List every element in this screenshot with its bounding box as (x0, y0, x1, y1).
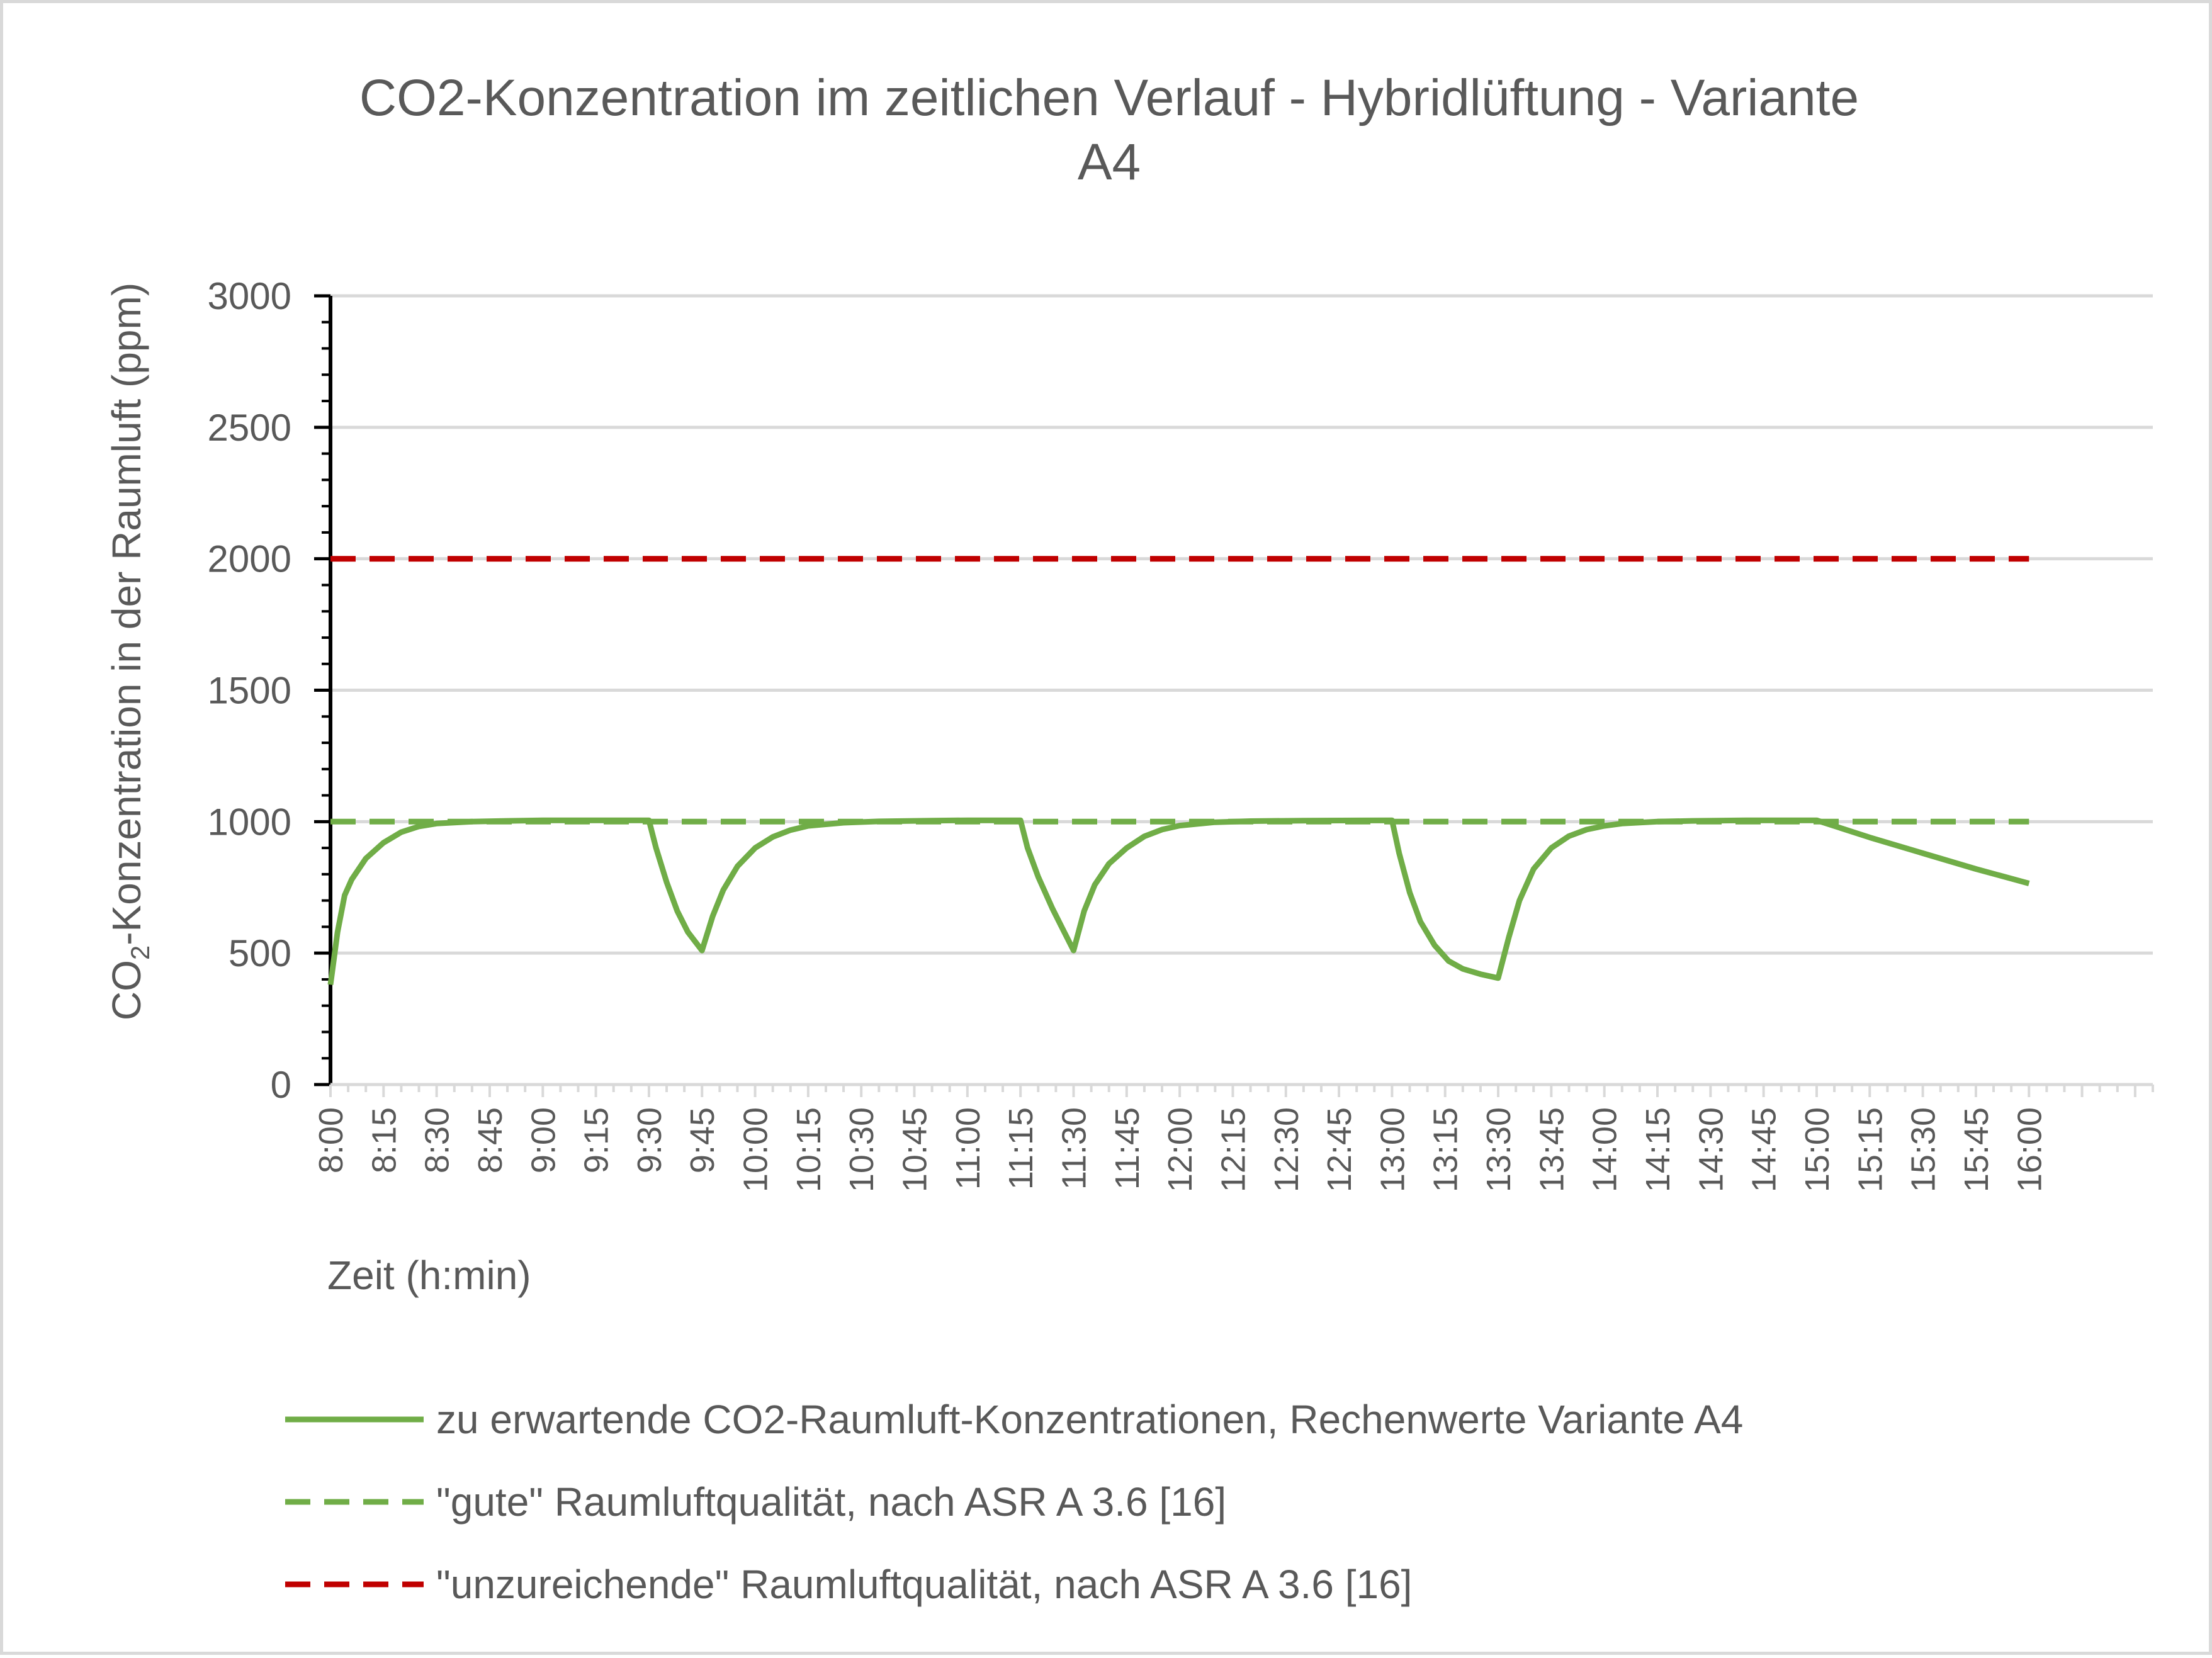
x-tick-label-13:00: 13:00 (1374, 1107, 1411, 1192)
x-tick-label-13:45: 13:45 (1533, 1107, 1571, 1192)
x-tick-label-8:00: 8:00 (312, 1107, 350, 1173)
x-tick-label-16:00: 16:00 (2011, 1107, 2048, 1192)
y-tick-label-1500: 1500 (208, 670, 291, 712)
x-tick-label-14:45: 14:45 (1746, 1107, 1783, 1192)
chart-svg: CO2-Konzentration im zeitlichen Verlauf … (104, 69, 2154, 1607)
x-tick-label-10:15: 10:15 (790, 1107, 828, 1192)
y-axis-label-rest: -Konzentration in der Raumluft (ppm) (104, 283, 149, 945)
x-tick-label-9:30: 9:30 (631, 1107, 669, 1173)
y-tick-label-2000: 2000 (208, 538, 291, 580)
x-tick-label-14:00: 14:00 (1586, 1107, 1624, 1192)
y-tick-label-1000: 1000 (208, 801, 291, 843)
legend-label-0: zu erwartende CO2-Raumluft-Konzentration… (436, 1397, 1743, 1442)
y-tick-label-3000: 3000 (208, 275, 291, 317)
x-tick-label-11:30: 11:30 (1055, 1107, 1093, 1190)
x-tick-label-12:45: 12:45 (1321, 1107, 1358, 1192)
x-tick-label-12:15: 12:15 (1214, 1107, 1252, 1192)
x-tick-label-8:45: 8:45 (471, 1107, 509, 1173)
grid-layer (330, 294, 2153, 955)
series-layer (327, 556, 2030, 985)
y-tick-label-500: 500 (229, 932, 291, 974)
x-tick-label-14:15: 14:15 (1639, 1107, 1677, 1192)
x-tick-label-15:45: 15:45 (1958, 1107, 1995, 1192)
x-tick-label-10:45: 10:45 (896, 1107, 934, 1192)
x-tick-label-13:15: 13:15 (1427, 1107, 1465, 1192)
legend-label-1: "gute" Raumluftqualität, nach ASR A 3.6 … (436, 1479, 1226, 1525)
x-tick-label-12:00: 12:00 (1161, 1107, 1199, 1192)
legend: zu erwartende CO2-Raumluft-Konzentration… (285, 1397, 1743, 1607)
x-tick-label-11:00: 11:00 (949, 1107, 987, 1190)
y-axis-label-sub: 2 (125, 945, 155, 960)
x-tick-label-10:00: 10:00 (737, 1107, 775, 1192)
x-tick-label-11:45: 11:45 (1109, 1107, 1146, 1190)
x-tick-label-14:30: 14:30 (1692, 1107, 1730, 1192)
x-tick-label-8:15: 8:15 (365, 1107, 403, 1173)
x-tick-label-13:30: 13:30 (1480, 1107, 1518, 1192)
x-tick-label-12:30: 12:30 (1268, 1107, 1306, 1192)
y-tick-label-2500: 2500 (208, 407, 291, 449)
series-line-0 (327, 817, 2030, 985)
chart-title-line1: CO2-Konzentration im zeitlichen Verlauf … (359, 69, 1859, 127)
y-axis-label: CO2-Konzentration in der Raumluft (ppm) (104, 283, 155, 1020)
x-tick-label-9:45: 9:45 (684, 1107, 721, 1173)
x-tick-label-8:30: 8:30 (419, 1107, 456, 1173)
x-tick-label-11:15: 11:15 (1002, 1107, 1040, 1190)
x-axis-label: Zeit (h:min) (327, 1253, 531, 1298)
x-tick-label-9:15: 9:15 (578, 1107, 616, 1173)
x-tick-label-15:00: 15:00 (1798, 1107, 1836, 1192)
x-tick-label-15:15: 15:15 (1851, 1107, 1889, 1192)
x-tick-label-9:00: 9:00 (524, 1107, 562, 1173)
x-tick-label-15:30: 15:30 (1905, 1107, 1943, 1192)
axis-layer: 0 500 1000 1500 2000 2500 3000 8:00 8:15 8:30 8:45… (208, 275, 2154, 1192)
y-tick-label-0: 0 (271, 1064, 291, 1106)
chart-title-line2: A4 (1078, 133, 1141, 191)
x-tick-label-10:30: 10:30 (843, 1107, 881, 1192)
legend-label-2: "unzureichende" Raumluftqualität, nach A… (436, 1562, 1412, 1607)
y-axis-label-main: CO (104, 960, 149, 1020)
